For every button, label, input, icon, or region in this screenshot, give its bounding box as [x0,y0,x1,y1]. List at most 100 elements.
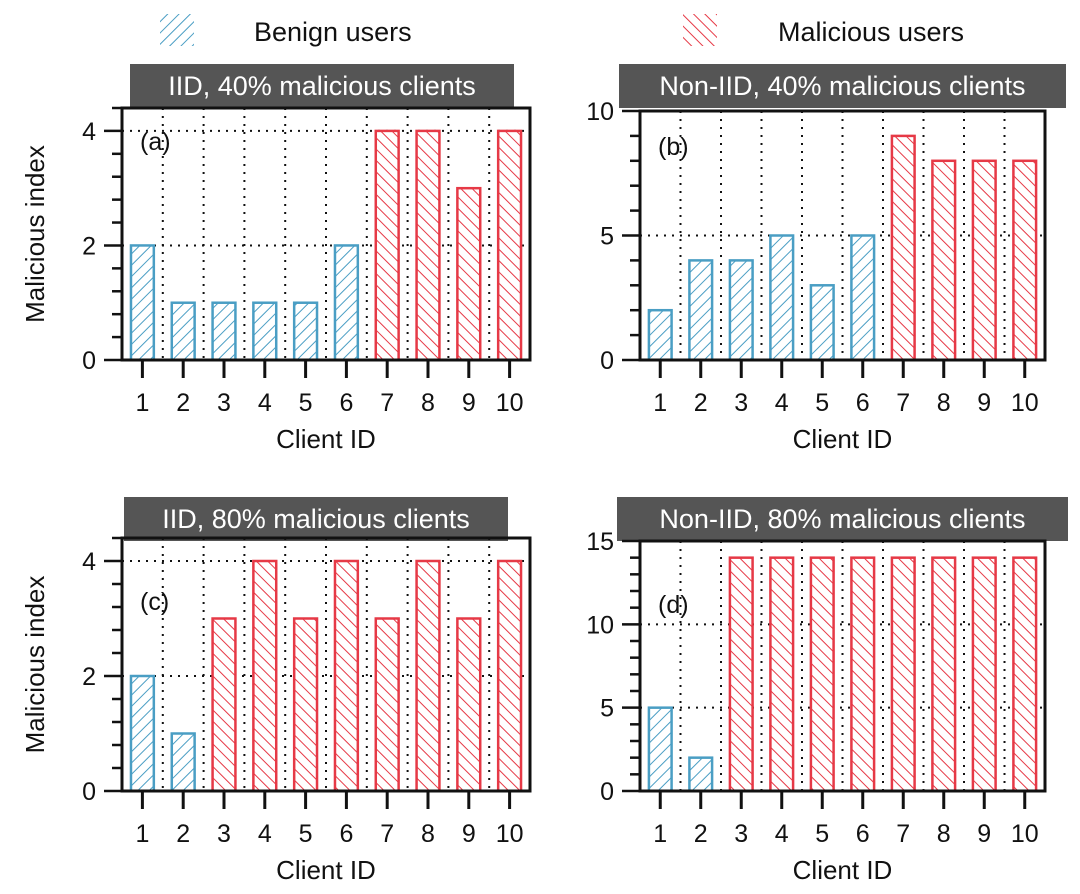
bar-malicious [931,556,957,793]
bar-benign [809,284,835,362]
bar-benign [647,308,673,362]
chart-title: Non-IID, 40% malicious clients [659,71,1025,101]
x-tick-label: 7 [380,389,394,417]
y-tick-label: 4 [82,118,96,146]
x-tick-label: 9 [977,389,991,417]
x-tick-label: 9 [462,820,476,848]
chart-title: IID, 80% malicious clients [162,504,470,534]
bar-malicious [931,159,957,362]
y-tick-label: 4 [82,548,96,576]
x-tick-label: 10 [496,820,524,848]
bar-benign [252,301,278,362]
bar-benign [688,756,714,793]
x-tick-label: 8 [421,389,435,417]
bar-malicious [374,129,400,362]
bar-benign [211,301,237,362]
chart-title-box [617,497,1068,541]
y-tick-label: 15 [586,528,614,556]
x-tick-label: 4 [258,820,272,848]
x-tick-label: 8 [937,389,951,417]
x-tick-label: 1 [653,389,667,417]
legend-item-benign: Benign users [160,14,412,47]
x-tick-label: 2 [694,389,708,417]
x-tick-label: 10 [1011,820,1039,848]
x-tick-label: 6 [339,820,353,848]
legend-swatch-malicious [683,14,717,46]
x-tick-label: 5 [815,820,829,848]
bar-malicious [252,559,278,793]
y-tick-label: 5 [600,223,614,251]
x-tick-label: 9 [462,389,476,417]
x-tick-label: 4 [775,820,789,848]
x-tick-label: 2 [176,820,190,848]
bar-benign [292,301,319,362]
x-tick-label: 3 [217,820,231,848]
plot-frame [120,536,532,793]
x-tick-label: 7 [380,820,394,848]
bar-malicious [496,559,523,793]
x-tick-label: 3 [734,820,748,848]
bar-malicious [333,559,360,793]
bar-malicious [890,134,916,362]
chart-title-box [619,64,1066,108]
bar-malicious [769,556,795,793]
bar-malicious [1012,556,1038,793]
bar-malicious [456,617,482,793]
bar-malicious [496,129,523,362]
x-tick-label: 5 [299,389,313,417]
bar-benign [333,244,360,362]
bar-benign [170,301,196,362]
legend-label-malicious: Malicious users [778,17,964,47]
bar-malicious [211,617,237,793]
x-tick-label: 7 [896,389,910,417]
plot-frame [638,539,1047,793]
x-tick-label: 7 [896,820,910,848]
bar-malicious [456,186,482,362]
plot-frame [120,106,532,362]
bar-malicious [292,617,319,793]
bar-malicious [890,556,916,793]
x-tick-label: 10 [496,389,524,417]
y-tick-label: 2 [82,232,96,260]
x-axis-label: Client ID [276,855,376,885]
bar-benign [129,674,156,793]
legend-item-malicious: Malicious users [683,14,964,47]
y-tick-label: 0 [82,778,96,806]
bar-malicious [1012,159,1038,362]
x-tick-label: 5 [299,820,313,848]
x-tick-label: 2 [694,820,708,848]
x-tick-label: 9 [977,820,991,848]
x-tick-label: 4 [775,389,789,417]
chart-title: IID, 40% malicious clients [168,71,476,101]
y-tick-label: 0 [600,347,614,375]
x-tick-label: 8 [937,820,951,848]
x-tick-label: 3 [217,389,231,417]
bar-benign [647,706,673,793]
bar-malicious [415,559,441,793]
x-tick-label: 6 [856,820,870,848]
bar-malicious [728,556,754,793]
x-tick-label: 5 [815,389,829,417]
x-tick-label: 1 [135,389,149,417]
x-tick-label: 1 [653,820,667,848]
bar-malicious [971,556,997,793]
bar-benign [728,259,754,362]
bar-benign [769,234,795,362]
x-tick-label: 10 [1011,389,1039,417]
y-tick-label: 0 [600,778,614,806]
y-axis-label: Malicious index [20,145,50,323]
bar-malicious [374,617,400,793]
bar-malicious [415,129,441,362]
x-tick-label: 1 [135,820,149,848]
x-axis-label: Client ID [793,424,893,454]
x-axis-label: Client ID [276,424,376,454]
legend: Benign users Malicious users [160,14,964,47]
panel-label: (a) [140,128,171,156]
panel-label: (d) [658,591,689,619]
chart-title-box [130,64,514,108]
panel-label: (c) [140,588,169,616]
